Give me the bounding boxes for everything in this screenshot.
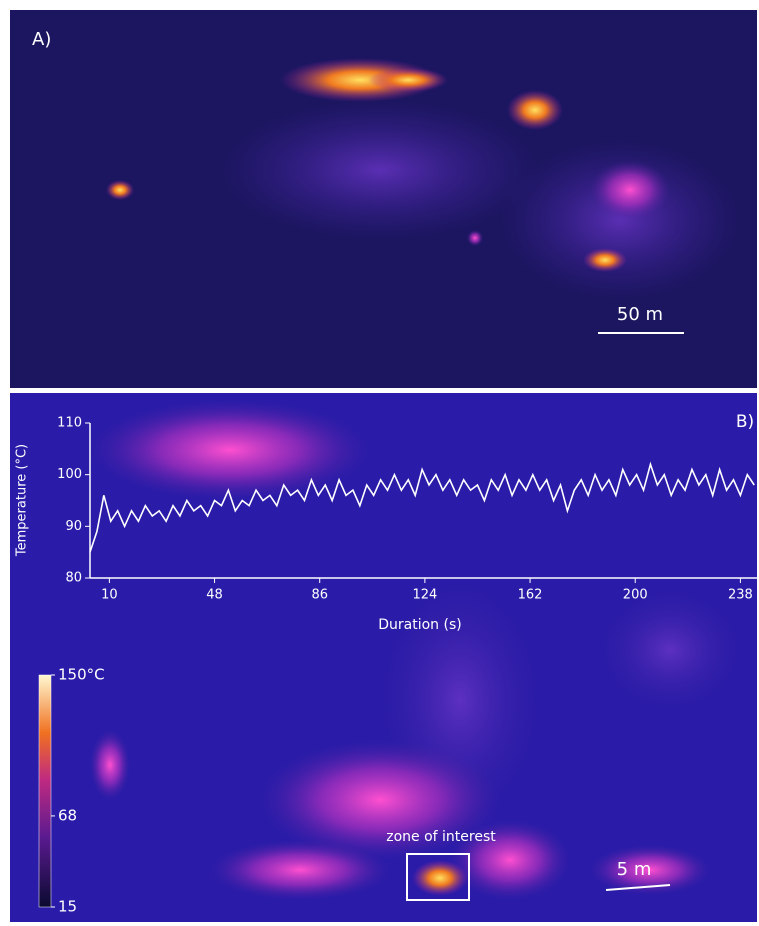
panel-a-image — [10, 10, 757, 388]
colorbar-tick-label: 15 — [58, 898, 77, 916]
panel-b-image — [10, 393, 757, 922]
panel-b-label: B) — [736, 412, 754, 432]
zone-label: zone of interest — [386, 829, 496, 845]
scale-label-a: 50 m — [617, 304, 663, 325]
y-tick-label: 110 — [57, 416, 82, 431]
y-tick-label: 100 — [57, 467, 82, 482]
x-tick-label: 86 — [311, 588, 328, 603]
y-tick-label: 80 — [65, 571, 82, 586]
x-tick-label: 48 — [206, 588, 223, 603]
y-axis-title: Temperature (°C) — [15, 444, 30, 557]
y-tick-label: 90 — [65, 519, 82, 534]
colorbar-tick-label: 68 — [58, 806, 77, 824]
x-tick-label: 162 — [518, 588, 543, 603]
x-axis-title: Duration (s) — [378, 617, 461, 633]
x-tick-label: 238 — [728, 588, 753, 603]
colorbar — [38, 674, 52, 908]
x-tick-label: 200 — [623, 588, 648, 603]
colorbar-tick-label: 150°C — [58, 666, 105, 684]
scale-label-b: 5 m — [617, 859, 652, 880]
zone-box — [406, 853, 470, 901]
line-series — [89, 461, 755, 553]
scale-bar-b — [605, 884, 671, 891]
x-tick-label: 124 — [412, 588, 437, 603]
x-tick-label: 10 — [101, 588, 118, 603]
panel-a-label: A) — [32, 29, 51, 50]
